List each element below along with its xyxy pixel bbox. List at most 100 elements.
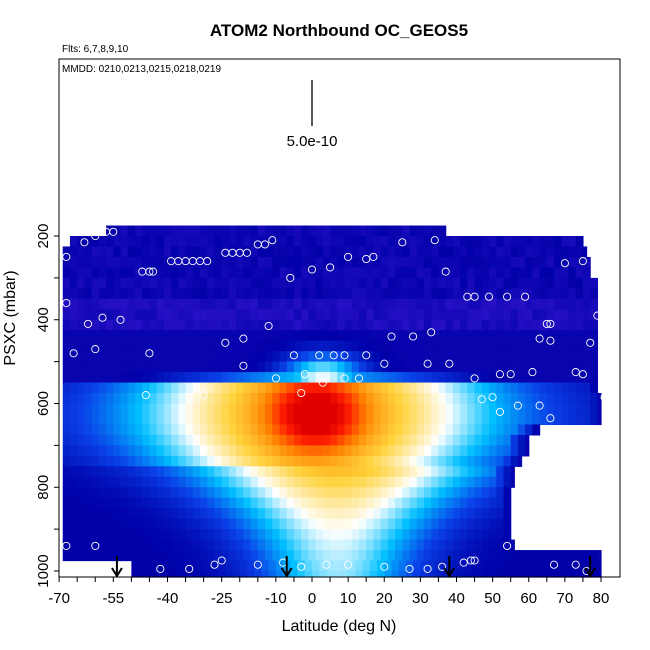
heatmap-cell (460, 267, 468, 279)
heatmap-cell (308, 466, 317, 478)
heatmap-cell (445, 455, 454, 467)
flights-subtitle: Flts: 6,7,8,9,10 (62, 44, 129, 55)
heatmap-cell (243, 288, 252, 300)
sample-point (441, 267, 450, 276)
heatmap-cell (445, 330, 454, 342)
heatmap-cell (330, 372, 338, 384)
heatmap-cell (474, 298, 483, 310)
heatmap-cell (546, 267, 555, 279)
heatmap-cell (582, 361, 591, 373)
heatmap-cell (438, 298, 447, 310)
heatmap-cell (279, 434, 288, 446)
heatmap-cell (467, 319, 476, 331)
heatmap-cell (257, 413, 266, 426)
heatmap-cell (236, 267, 244, 279)
heatmap-cell (214, 372, 223, 384)
heatmap-cell (301, 466, 309, 478)
heatmap-cell (207, 424, 216, 436)
heatmap-cell (409, 288, 418, 300)
heatmap-cell (149, 434, 158, 446)
heatmap-cell (243, 256, 252, 269)
heatmap-cell (185, 508, 194, 520)
heatmap-cell (496, 319, 505, 331)
heatmap-cell (120, 497, 129, 509)
scale-bar-label: 5.0e-10 (287, 133, 338, 150)
heatmap-cell (91, 476, 100, 488)
heatmap-cell (546, 361, 555, 373)
heatmap-cell (149, 372, 158, 384)
heatmap-cell (84, 372, 93, 384)
heatmap-cell (330, 539, 338, 551)
heatmap-cell (84, 393, 93, 405)
heatmap-cell (257, 361, 266, 373)
heatmap-cell (84, 508, 93, 520)
heatmap-cell (308, 393, 317, 405)
heatmap-cell (395, 298, 403, 310)
heatmap-cell (142, 246, 151, 258)
heatmap-cell (510, 539, 515, 551)
heatmap-cell (568, 361, 577, 373)
heatmap-cell (120, 403, 129, 415)
sample-point (268, 236, 277, 245)
heatmap-cell (438, 393, 447, 405)
sample-point (116, 315, 125, 324)
heatmap-cell (373, 497, 382, 509)
heatmap-cell (416, 309, 425, 321)
heatmap-cell (171, 424, 179, 436)
sample-point (289, 351, 298, 360)
heatmap-cell (322, 267, 331, 279)
heatmap-cell (330, 487, 338, 499)
heatmap-cell (582, 550, 591, 562)
heatmap-cell (416, 351, 425, 363)
heatmap-cell (113, 518, 122, 530)
heatmap-cell (489, 434, 497, 446)
heatmap-cell (485, 571, 494, 578)
heatmap-cell (185, 309, 194, 321)
heatmap-cell (181, 571, 190, 578)
heatmap-cell (554, 256, 562, 269)
heatmap-cell (431, 487, 440, 499)
heatmap-cell (438, 434, 447, 446)
heatmap-cell (272, 267, 281, 279)
heatmap-cell (192, 330, 201, 342)
heatmap-cell (438, 351, 447, 363)
heatmap-cell (279, 539, 288, 551)
heatmap-cell (308, 351, 317, 363)
sample-point (145, 349, 154, 358)
heatmap-cell (265, 382, 273, 394)
sample-point (156, 564, 165, 573)
sample-point (477, 395, 486, 404)
heatmap-cell (185, 518, 194, 530)
heatmap-cell (265, 466, 273, 478)
heatmap-cell (293, 497, 302, 509)
heatmap-cell (514, 571, 523, 578)
heatmap-cell (315, 361, 324, 373)
heatmap-cell (301, 267, 309, 279)
heatmap-cell (423, 403, 432, 415)
heatmap-cell (69, 445, 78, 457)
heatmap-cell (467, 529, 476, 541)
heatmap-cell (395, 539, 403, 551)
heatmap-cell (489, 288, 497, 300)
heatmap-cell (185, 413, 194, 426)
heatmap-cell (416, 497, 425, 509)
heatmap-cell (221, 246, 230, 258)
heatmap-cell (351, 518, 360, 530)
heatmap-cell (315, 424, 324, 436)
heatmap-cell (568, 550, 577, 562)
heatmap-cell (348, 560, 356, 572)
flight-marker-head (280, 567, 293, 578)
heatmap-cell (474, 403, 483, 415)
heatmap-cell (301, 476, 309, 488)
heatmap-cell (532, 288, 541, 300)
heatmap-cell (546, 413, 555, 426)
heatmap-cell (185, 236, 194, 248)
heatmap-cell (156, 508, 165, 520)
heatmap-cell (228, 518, 237, 530)
heatmap-cell (127, 340, 136, 352)
heatmap-cell (257, 445, 266, 457)
heatmap-cell (149, 236, 158, 248)
x-tick-label: 40 (448, 590, 465, 607)
heatmap-cell (481, 277, 490, 289)
heatmap-cell (62, 445, 71, 457)
